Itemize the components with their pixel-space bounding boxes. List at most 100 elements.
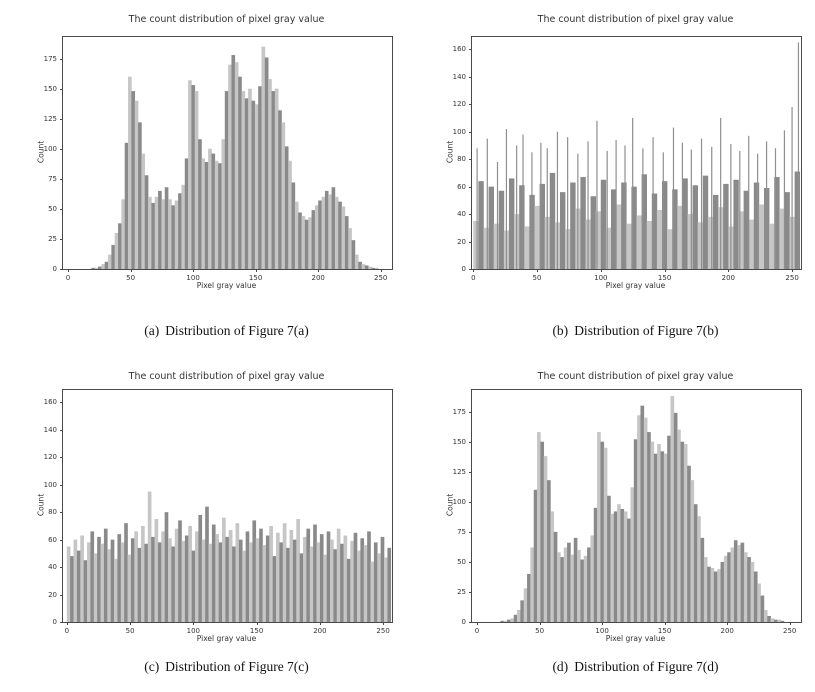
y-tick-label: 120 [452, 100, 466, 109]
x-tick-mark [130, 622, 132, 625]
x-tick-mark [318, 269, 320, 272]
x-tick-label: 250 [783, 627, 797, 635]
y-tick-label: 80 [457, 155, 466, 164]
x-tick-label: 100 [594, 274, 608, 282]
x-tick-label: 0 [65, 274, 71, 282]
y-tick-mark [469, 591, 472, 593]
chart-title: The count distribution of pixel gray val… [537, 14, 734, 25]
caption-label: (d) [552, 659, 569, 674]
x-tick-label: 0 [471, 274, 476, 282]
y-tick-label: 75 [48, 174, 57, 183]
chart-title: The count distribution of pixel gray val… [537, 371, 734, 382]
x-axis-label: Pixel gray value [196, 281, 257, 290]
y-tick-label: 150 [452, 437, 466, 446]
y-tick-mark [60, 88, 63, 90]
x-axis-label: Pixel gray value [605, 281, 666, 290]
caption-a: (a) Distribution of Figure 7(a) [62, 323, 391, 339]
histogram-bars [500, 396, 785, 622]
y-axis-label: Count [36, 493, 46, 517]
y-tick-mark [469, 49, 472, 51]
caption-text: Distribution of Figure 7(a) [165, 323, 309, 338]
y-tick-label: 140 [452, 72, 466, 81]
y-tick-label: 0 [461, 265, 466, 273]
y-tick-mark [469, 76, 472, 78]
y-tick-mark [60, 58, 63, 60]
x-tick-mark [130, 269, 132, 272]
y-tick-mark [60, 178, 63, 180]
y-tick-mark [469, 501, 472, 503]
x-tick-mark [255, 269, 257, 272]
histogram-bars [473, 42, 801, 269]
plot-area: 0 25 50 75 100 125 150 175 0 50 100 150 200 250 [44, 36, 393, 282]
x-tick-mark [537, 269, 538, 272]
y-tick-label: 20 [48, 590, 57, 599]
caption-label: (c) [144, 659, 160, 674]
y-tick-label: 50 [457, 557, 466, 566]
x-tick-label: 150 [249, 627, 264, 635]
x-tick-label: 250 [374, 274, 388, 282]
y-tick-mark [60, 148, 63, 150]
caption-b: (b) Distribution of Figure 7(b) [471, 323, 800, 339]
y-axis-label: Count [445, 140, 455, 164]
x-tick-mark [380, 269, 382, 272]
y-tick-mark [60, 402, 63, 404]
y-tick-label: 0 [461, 618, 466, 626]
caption-c: (c) Distribution of Figure 7(c) [62, 659, 391, 675]
y-tick-label: 140 [43, 425, 57, 434]
x-tick-mark [602, 622, 604, 625]
x-tick-mark [383, 622, 385, 625]
subplot-d: The count distribution of pixel gray val… [429, 363, 815, 692]
y-tick-label: 0 [52, 265, 57, 273]
caption-text: Distribution of Figure 7(d) [574, 659, 719, 674]
x-tick-label: 50 [126, 274, 136, 282]
plot-area: 0 25 50 75 100 125 150 175 0 50 100 150 200 250 [453, 389, 802, 635]
x-tick-mark [600, 269, 602, 272]
y-tick-mark [60, 567, 63, 569]
y-tick-label: 25 [457, 587, 466, 596]
x-tick-mark [728, 269, 730, 272]
chart-title: The count distribution of pixel gray val… [128, 14, 325, 25]
y-tick-mark [469, 471, 472, 473]
y-tick-mark [469, 159, 472, 161]
x-tick-label: 200 [313, 627, 327, 635]
x-tick-mark [319, 622, 321, 625]
x-tick-mark [473, 269, 475, 272]
x-tick-mark [664, 622, 666, 625]
y-tick-mark [60, 622, 63, 623]
y-tick-mark [469, 131, 472, 133]
y-tick-mark [469, 622, 472, 623]
y-tick-mark [469, 561, 472, 563]
x-tick-label: 250 [376, 627, 390, 635]
y-tick-mark [60, 269, 63, 270]
y-tick-label: 25 [48, 234, 57, 243]
plot-area: 0 20 40 60 80 100 120 140 160 0 50 100 150 200 250 [453, 36, 802, 282]
x-tick-label: 50 [532, 274, 542, 282]
y-tick-mark [60, 238, 63, 240]
x-tick-label: 100 [186, 627, 200, 635]
x-tick-mark [792, 269, 794, 272]
x-tick-mark [789, 622, 791, 625]
y-tick-label: 160 [452, 45, 466, 54]
y-tick-label: 0 [52, 618, 57, 626]
x-axis-label: Pixel gray value [196, 634, 257, 643]
x-tick-label: 200 [311, 274, 325, 282]
y-tick-mark [60, 539, 63, 541]
y-tick-label: 125 [43, 114, 57, 123]
histogram-bars [66, 491, 392, 622]
x-tick-label: 100 [186, 274, 200, 282]
subplot-c: The count distribution of pixel gray val… [20, 363, 406, 692]
x-tick-mark [66, 622, 68, 625]
y-tick-label: 160 [43, 398, 57, 407]
y-tick-label: 60 [457, 182, 466, 191]
x-tick-label: 50 [125, 627, 135, 635]
x-tick-mark [727, 622, 729, 625]
x-tick-mark [539, 622, 541, 625]
y-tick-label: 40 [48, 563, 57, 572]
y-tick-label: 175 [43, 54, 57, 63]
x-tick-label: 0 [474, 627, 480, 635]
x-tick-label: 150 [248, 274, 263, 282]
y-tick-mark [469, 104, 472, 106]
x-tick-label: 50 [535, 627, 545, 635]
y-tick-mark [469, 269, 472, 270]
